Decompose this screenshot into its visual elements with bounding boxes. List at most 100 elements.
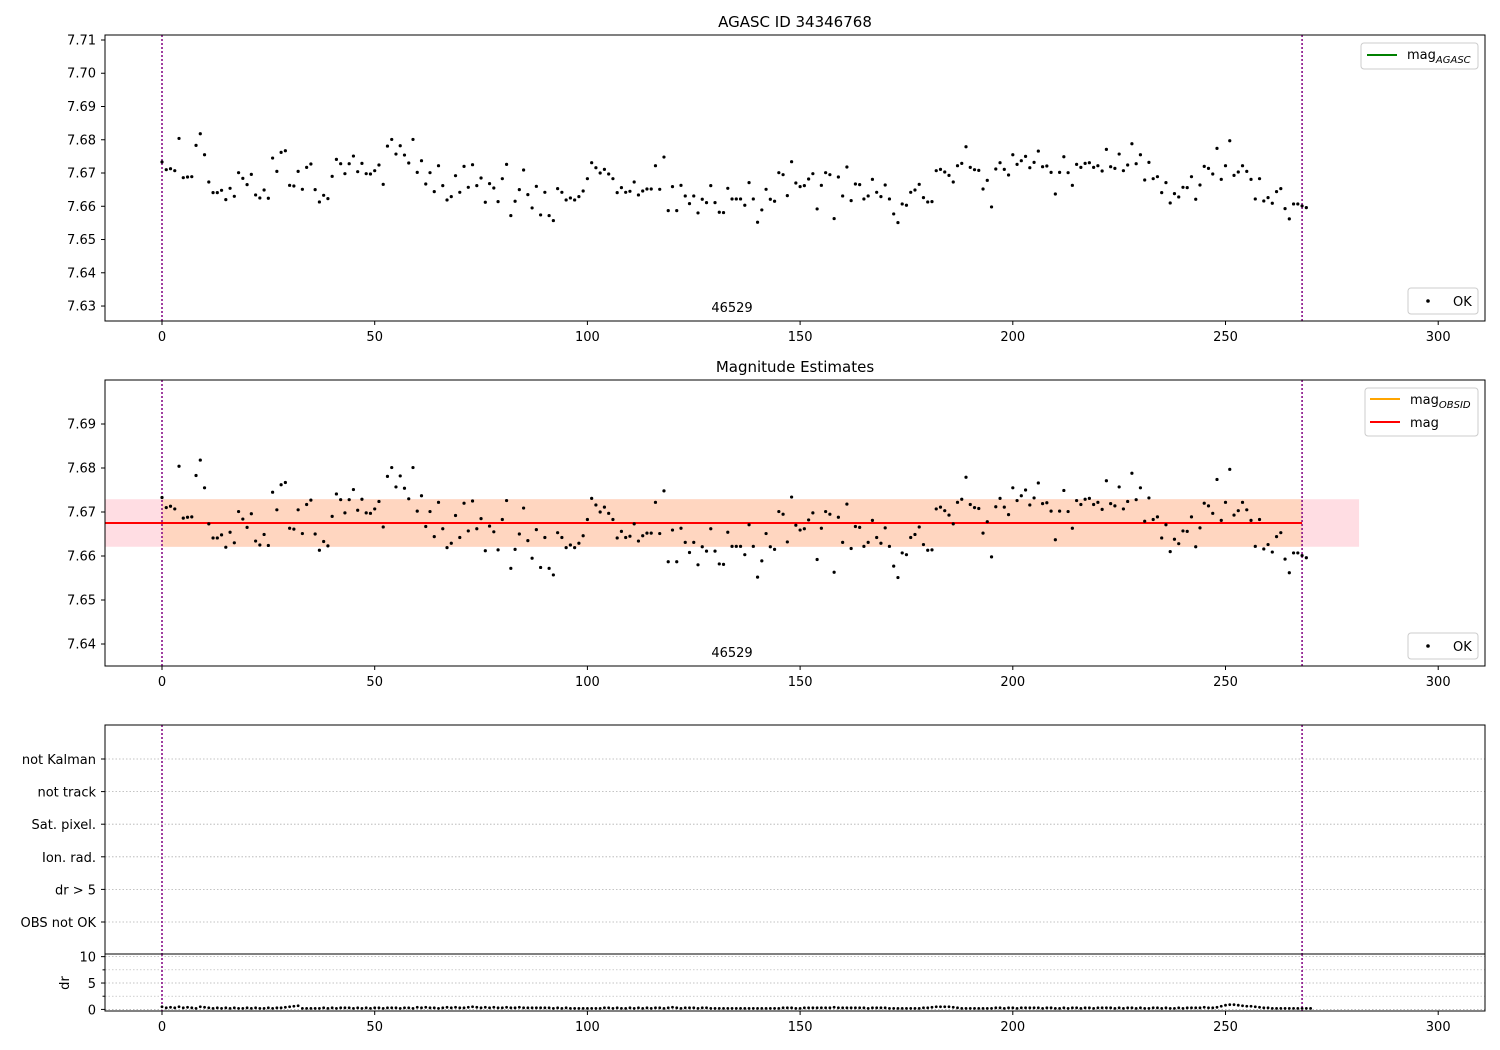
dr-point: [1058, 1006, 1061, 1010]
dr-point: [1262, 1006, 1266, 1010]
estimates-point: [675, 560, 679, 564]
dr-point: [254, 1006, 257, 1010]
estimates-point: [581, 534, 585, 538]
estimates-xtick-label: 200: [1000, 675, 1025, 690]
dr-point: [688, 1006, 691, 1010]
dr-point: [713, 1006, 717, 1010]
agasc-point: [994, 167, 998, 171]
dr-point: [960, 1006, 964, 1010]
dr-point: [824, 1006, 828, 1010]
agasc-ytick-label: 7.63: [67, 300, 96, 315]
agasc-point: [1126, 163, 1130, 167]
dr-point: [1177, 1006, 1181, 1010]
estimates-point: [1028, 503, 1032, 507]
estimates-xtick-label: 100: [575, 675, 600, 690]
agasc-point: [619, 186, 624, 190]
agasc-point: [1236, 170, 1240, 174]
agasc-point: [462, 164, 466, 168]
legend-ok-agasc-marker: [1426, 299, 1430, 303]
dr-point: [1258, 1005, 1261, 1009]
agasc-point: [858, 183, 862, 187]
dr-point: [1160, 1006, 1164, 1010]
estimates-point: [283, 480, 287, 485]
agasc-point: [202, 153, 207, 157]
estimates-point: [713, 549, 717, 553]
dr-point: [845, 1006, 849, 1010]
estimates-point: [585, 517, 590, 522]
agasc-point: [483, 200, 487, 204]
agasc-point: [985, 178, 989, 182]
estimates-point: [258, 543, 262, 547]
estimates-point: [198, 458, 202, 462]
estimates-point: [1002, 505, 1006, 509]
estimates-xtick-label: 300: [1426, 675, 1451, 690]
estimates-point: [513, 547, 517, 552]
dr-point: [832, 1005, 836, 1009]
dr-point: [1092, 1006, 1096, 1010]
dr-point: [373, 1006, 377, 1010]
estimates-point: [1143, 519, 1147, 523]
estimates-point: [492, 530, 496, 534]
agasc-point: [675, 208, 679, 213]
dr-point: [1287, 1006, 1291, 1010]
agasc-point: [207, 180, 211, 184]
dr-point: [581, 1006, 585, 1010]
dr-point: [956, 1006, 959, 1010]
dr-point: [603, 1006, 606, 1010]
agasc-point: [1266, 196, 1270, 200]
dr-point: [1279, 1006, 1283, 1010]
agasc-point: [1155, 175, 1160, 179]
agasc-point: [1104, 147, 1108, 151]
estimates-point: [253, 539, 258, 543]
estimates-point: [1270, 550, 1274, 554]
dr-point: [164, 1006, 168, 1010]
dr-point: [509, 1006, 513, 1010]
estimates-point: [785, 540, 789, 544]
dr-point: [211, 1006, 215, 1010]
agasc-point: [892, 212, 896, 216]
estimates-point: [913, 532, 917, 537]
dr-point: [624, 1006, 628, 1010]
panel-agasc-obsid-boundaries: [161, 35, 1303, 321]
estimates-point: [875, 535, 879, 540]
dr-point: [288, 1005, 292, 1009]
dr-point: [1207, 1006, 1210, 1010]
estimates-xtick-label: 50: [366, 675, 383, 690]
agasc-point: [964, 145, 968, 149]
dr-point: [594, 1006, 598, 1010]
estimates-point: [1053, 538, 1057, 542]
dr-point: [1202, 1005, 1206, 1009]
agasc-point: [1249, 177, 1253, 181]
estimates-point: [1023, 488, 1028, 492]
agasc-point: [249, 172, 253, 176]
estimates-point: [475, 527, 479, 531]
agasc-point: [219, 188, 224, 192]
estimates-point: [628, 534, 632, 538]
estimates-point: [649, 531, 653, 535]
dr-point: [471, 1005, 474, 1009]
estimates-point: [849, 546, 853, 551]
dr-point: [1041, 1006, 1044, 1010]
dr-point: [730, 1006, 734, 1010]
dr-xtick-label: 250: [1213, 1020, 1238, 1035]
estimates-point: [347, 498, 351, 502]
agasc-point: [1257, 177, 1262, 181]
estimates-point: [1032, 496, 1036, 500]
estimates-point: [1087, 496, 1091, 500]
agasc-point: [377, 163, 381, 167]
estimates-point: [743, 553, 747, 557]
agasc-point: [955, 164, 960, 168]
agasc-point: [564, 198, 568, 202]
estimates-point: [641, 534, 645, 538]
agasc-point: [1070, 183, 1074, 187]
panel-flags-rows: not Kalman not track Sat. pixel. Ion. rad. d…: [21, 753, 1485, 931]
dr-point: [322, 1006, 326, 1010]
estimates-point: [611, 517, 615, 522]
agasc-point: [1075, 162, 1079, 166]
panel-magnitude-estimates-points: [160, 458, 1308, 580]
estimates-point: [568, 543, 572, 547]
estimates-point: [658, 531, 662, 536]
estimates-ytick-label: 7.67: [67, 506, 96, 521]
estimates-point: [692, 540, 696, 544]
